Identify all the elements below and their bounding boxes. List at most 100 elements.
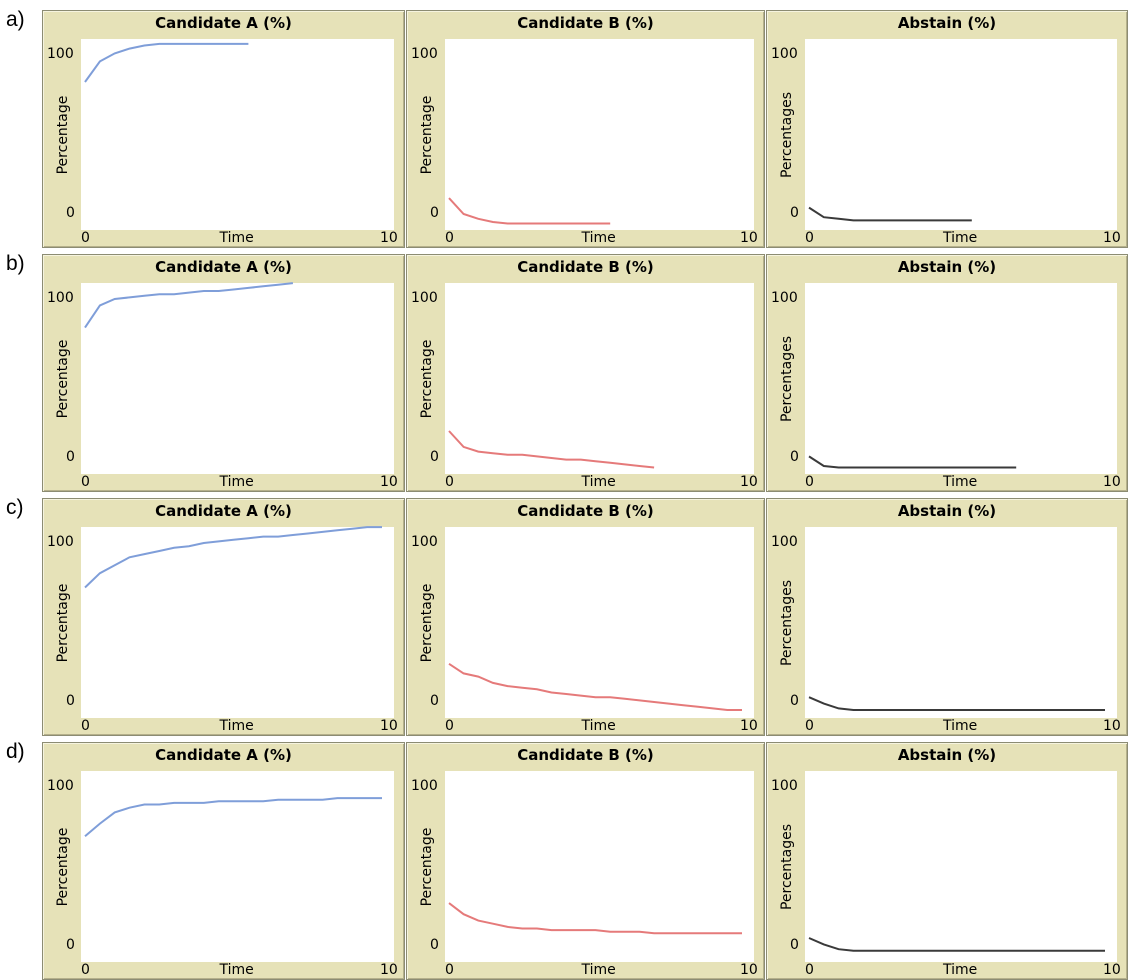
y-tick-label: 0 bbox=[66, 449, 75, 465]
plot-area bbox=[445, 527, 754, 718]
x-tick-label: 10 bbox=[740, 962, 758, 978]
x-tick-label: 0 bbox=[445, 474, 454, 490]
x-tick-label: 10 bbox=[380, 962, 398, 978]
y-tick-label: 100 bbox=[47, 46, 74, 62]
series-line bbox=[448, 430, 655, 469]
x-tick-label: 0 bbox=[81, 230, 90, 246]
y-axis-label: Percentage bbox=[55, 583, 71, 662]
x-axis-label: Time bbox=[581, 230, 616, 246]
y-tick-label: 0 bbox=[790, 449, 799, 465]
row-label: a) bbox=[6, 8, 25, 31]
plot-area bbox=[805, 771, 1117, 962]
chart-title: Abstain (%) bbox=[897, 502, 997, 520]
x-tick-label: 0 bbox=[805, 718, 814, 734]
line-svg bbox=[808, 937, 1105, 952]
x-tick-label: 0 bbox=[81, 474, 90, 490]
line-svg bbox=[84, 797, 382, 838]
plot-area bbox=[81, 526, 394, 718]
x-tick-label: 0 bbox=[81, 718, 90, 734]
series-line bbox=[808, 937, 1105, 952]
x-tick-label: 0 bbox=[445, 962, 454, 978]
x-tick-label: 10 bbox=[740, 230, 758, 246]
x-tick-label: 10 bbox=[1103, 230, 1121, 246]
y-axis-label: Percentage bbox=[55, 95, 71, 174]
line-svg bbox=[448, 197, 611, 225]
series-line bbox=[448, 902, 742, 935]
series-line bbox=[84, 797, 382, 838]
x-tick-label: 10 bbox=[1103, 474, 1121, 490]
y-axis-label: Percentages bbox=[779, 823, 795, 910]
line-svg bbox=[808, 696, 1105, 711]
y-tick-label: 0 bbox=[430, 937, 439, 953]
x-tick-label: 10 bbox=[380, 718, 398, 734]
row-label: c) bbox=[6, 496, 24, 519]
line-svg bbox=[84, 42, 249, 83]
y-tick-label: 0 bbox=[66, 205, 75, 221]
chart-panel: Abstain (%) Percentages 100 0 0 10 Time bbox=[766, 498, 1128, 736]
y-axis-label: Percentage bbox=[419, 827, 435, 906]
x-axis-label: Time bbox=[581, 474, 616, 490]
y-tick-label: 100 bbox=[771, 46, 798, 62]
chart-panel: Candidate B (%) Percentage 100 0 0 10 Time bbox=[406, 742, 765, 980]
series-line bbox=[808, 455, 1017, 469]
y-axis-label: Percentage bbox=[55, 339, 71, 418]
y-tick-label: 0 bbox=[790, 205, 799, 221]
y-tick-label: 100 bbox=[47, 290, 74, 306]
y-tick-label: 100 bbox=[411, 778, 438, 794]
line-svg bbox=[448, 662, 742, 711]
y-axis-label: Percentages bbox=[779, 91, 795, 178]
x-axis-label: Time bbox=[943, 474, 978, 490]
chart-panel: Candidate B (%) Percentage 100 0 0 10 Time bbox=[406, 254, 765, 492]
y-tick-label: 100 bbox=[771, 290, 798, 306]
y-tick-label: 0 bbox=[790, 693, 799, 709]
chart-title: Candidate A (%) bbox=[155, 746, 292, 764]
y-tick-label: 100 bbox=[771, 778, 798, 794]
series-line bbox=[84, 42, 249, 83]
x-tick-label: 10 bbox=[380, 474, 398, 490]
plot-area bbox=[445, 283, 754, 474]
plot-area bbox=[445, 771, 754, 962]
x-tick-label: 10 bbox=[740, 474, 758, 490]
y-axis-label: Percentage bbox=[419, 95, 435, 174]
x-tick-label: 10 bbox=[740, 718, 758, 734]
x-tick-label: 10 bbox=[1103, 718, 1121, 734]
series-line bbox=[808, 206, 972, 222]
y-tick-label: 100 bbox=[411, 290, 438, 306]
y-tick-label: 0 bbox=[66, 693, 75, 709]
plot-area bbox=[445, 39, 754, 230]
y-axis-label: Percentage bbox=[419, 583, 435, 662]
y-axis-label: Percentage bbox=[419, 339, 435, 418]
chart-title: Candidate B (%) bbox=[517, 258, 654, 276]
y-tick-label: 0 bbox=[66, 937, 75, 953]
chart-panel: Abstain (%) Percentages 100 0 0 10 Time bbox=[766, 254, 1128, 492]
line-svg bbox=[448, 902, 742, 935]
x-axis-label: Time bbox=[943, 718, 978, 734]
y-tick-label: 100 bbox=[411, 534, 438, 550]
y-tick-label: 100 bbox=[47, 778, 74, 794]
x-tick-label: 10 bbox=[380, 230, 398, 246]
x-tick-label: 0 bbox=[445, 718, 454, 734]
plot-area bbox=[805, 39, 1117, 230]
x-tick-label: 0 bbox=[445, 230, 454, 246]
chart-title: Candidate A (%) bbox=[155, 258, 292, 276]
y-tick-label: 0 bbox=[430, 693, 439, 709]
series-line bbox=[84, 282, 294, 329]
x-axis-label: Time bbox=[943, 230, 978, 246]
y-tick-label: 0 bbox=[430, 449, 439, 465]
row-label: d) bbox=[6, 740, 25, 763]
chart-panel: Candidate A (%) Percentage 100 0 0 10 Time bbox=[42, 498, 405, 736]
plot-area bbox=[805, 283, 1117, 474]
y-axis-label: Percentage bbox=[55, 827, 71, 906]
series-line bbox=[448, 197, 611, 225]
chart-panel: Candidate A (%) Percentage 100 0 0 10 Time bbox=[42, 254, 405, 492]
chart-panel: Candidate B (%) Percentage 100 0 0 10 Time bbox=[406, 10, 765, 248]
y-tick-label: 100 bbox=[771, 534, 798, 550]
series-line bbox=[448, 662, 742, 711]
y-axis-label: Percentages bbox=[779, 579, 795, 666]
x-axis-label: Time bbox=[219, 718, 254, 734]
chart-panel: Candidate A (%) Percentage 100 0 0 10 Time bbox=[42, 10, 405, 248]
chart-title: Abstain (%) bbox=[897, 258, 997, 276]
y-tick-label: 0 bbox=[430, 205, 439, 221]
plot-area bbox=[805, 527, 1117, 718]
y-tick-label: 100 bbox=[411, 46, 438, 62]
